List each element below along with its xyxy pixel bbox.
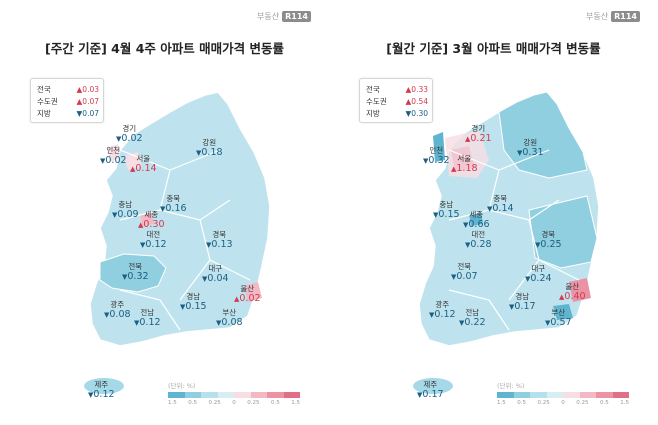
jeju-island (413, 378, 453, 394)
region-label-chungnam: 충남 ▼0.15 (433, 200, 460, 220)
region-label-gyeonggi: 경기 ▼0.02 (116, 124, 143, 144)
summary-legend: 전국 ▲0.33 수도권 ▲0.54 지방 ▼0.30 (359, 78, 433, 123)
region-label-gyeongbuk: 경북 ▼0.13 (206, 230, 233, 250)
boundaries (119, 149, 251, 331)
region-label-seoul: 서울 ▲1.18 (451, 154, 478, 174)
sejong-area (469, 212, 483, 226)
region-label-sejong: 세종 ▼0.66 (463, 210, 490, 230)
region-label-daegu: 대구 ▼0.04 (202, 264, 229, 284)
region-label-seoul: 서울 ▲0.14 (130, 154, 157, 174)
region-label-jeonnam: 전남 ▼0.22 (459, 308, 486, 328)
busan-area (553, 304, 573, 320)
region-label-gwangju: 광주 ▼0.08 (104, 300, 131, 320)
map-title: [월간 기준] 3월 아파트 매매가격 변동률 (386, 41, 601, 56)
legend-row: 지방 ▼0.07 (37, 108, 99, 118)
region-label-sejong: 세종 ▲0.30 (138, 210, 165, 230)
region-label-jeju: 제주 ▼0.17 (417, 380, 444, 400)
sejong-area (140, 212, 154, 226)
region-label-gangwon: 강원 ▼0.31 (517, 138, 544, 158)
logo: 부동산 R114 (586, 11, 640, 22)
logo: 부동산 R114 (257, 11, 311, 22)
color-scale-bar (497, 392, 629, 398)
region-label-ulsan: 울산 ▲0.40 (559, 282, 586, 302)
gyeonggi-area (445, 130, 489, 178)
region-label-gyeongnam: 경남 ▼0.15 (180, 292, 207, 312)
region-label-chungbuk: 충북 ▼0.16 (160, 194, 187, 214)
monthly-panel: 부동산 R114 [월간 기준] 3월 아파트 매매가격 변동률 전국 ▲0.33… (329, 0, 658, 425)
map-title: [주간 기준] 4월 4주 아파트 매매가격 변동률 (45, 41, 284, 56)
boundaries (448, 149, 580, 331)
region-label-gwangju: 광주 ▼0.12 (429, 300, 456, 320)
region-label-jeju: 제주 ▼0.12 (88, 380, 115, 400)
legend-row: 수도권 ▲0.54 (366, 96, 428, 106)
region-label-gangwon: 강원 ▼0.18 (196, 138, 223, 158)
color-scale-ticks: 1.5 0.5 0.25 0 0.25 0.5 1.5 (497, 400, 629, 406)
incheon-area (433, 132, 445, 162)
color-scale: (단위: %) 1.5 0.5 0.25 0 0.25 0.5 1.5 (168, 382, 300, 406)
region-label-chungbuk: 충북 ▼0.14 (487, 194, 514, 214)
color-scale: (단위: %) 1.5 0.5 0.25 0 0.25 0.5 1.5 (497, 382, 629, 406)
jeonbuk-area (99, 253, 167, 293)
jeju-island (84, 378, 124, 394)
weekly-panel: 부동산 R114 [주간 기준] 4월 4주 아파트 매매가격 변동률 전국 ▲0… (30, 11, 311, 406)
color-scale-bar (168, 392, 300, 398)
legend-row: 전국 ▲0.03 (37, 84, 99, 94)
ulsan-area (244, 282, 262, 302)
region-label-jeonbuk: 전북 ▼0.07 (451, 262, 478, 282)
legend-row: 수도권 ▲0.07 (37, 96, 99, 106)
incheon-area (108, 144, 120, 162)
gangwon-area (498, 91, 588, 179)
region-label-chungnam: 충남 ▼0.09 (112, 200, 139, 220)
region-label-jeonnam: 전남 ▼0.12 (134, 308, 161, 328)
region-label-busan: 부산 ▼0.08 (216, 308, 243, 328)
legend-row: 지방 ▼0.30 (366, 108, 428, 118)
ulsan-area (569, 278, 591, 302)
region-label-daejeon: 대전 ▼0.28 (465, 230, 492, 250)
region-label-daejeon: 대전 ▼0.12 (140, 230, 167, 250)
region-label-gyeonggi: 경기 ▲0.21 (465, 124, 492, 144)
gyeongbuk-area (528, 195, 598, 269)
region-label-ulsan: 울산 ▲0.02 (234, 284, 261, 304)
color-scale-ticks: 1.5 0.5 0.25 0 0.25 0.5 1.5 (168, 400, 300, 406)
region-label-daegu: 대구 ▼0.24 (525, 264, 552, 284)
korea-map (418, 91, 600, 347)
legend-row: 전국 ▲0.33 (366, 84, 428, 94)
region-label-incheon: 인천 ▼0.02 (100, 146, 127, 166)
summary-legend: 전국 ▲0.03 수도권 ▲0.07 지방 ▼0.07 (30, 78, 104, 123)
region-label-incheon: 인천 ▼0.32 (423, 146, 450, 166)
region-label-gyeongbuk: 경북 ▼0.25 (535, 230, 562, 250)
region-label-busan: 부산 ▼0.57 (545, 308, 572, 328)
region-label-jeonbuk: 전북 ▼0.32 (122, 262, 149, 282)
region-label-gyeongnam: 경남 ▼0.17 (509, 292, 536, 312)
korea-map (89, 91, 271, 347)
